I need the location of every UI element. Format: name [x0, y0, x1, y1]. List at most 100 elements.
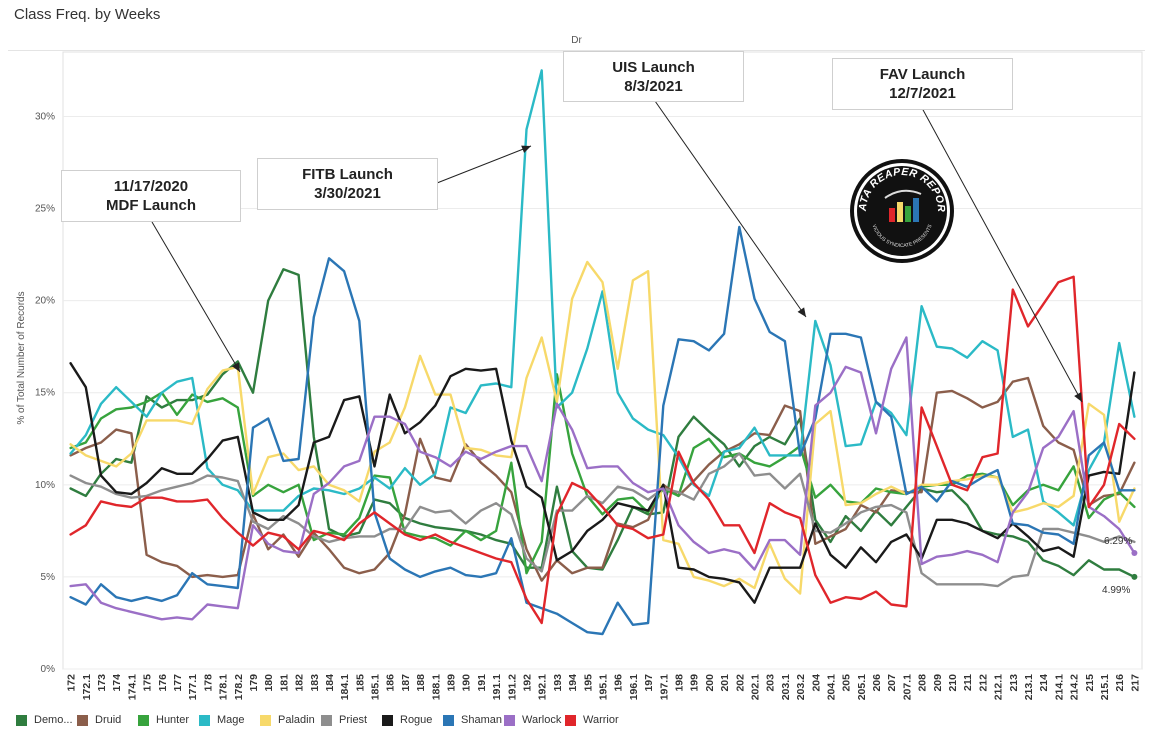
- legend-label: Mage: [217, 714, 245, 726]
- end-point-warlock: [1131, 549, 1138, 556]
- x-tick-label: 208: [917, 674, 929, 692]
- x-tick-label: 212: [977, 674, 989, 692]
- x-tick-label: 175: [142, 674, 154, 692]
- x-tick-label: 183: [309, 674, 321, 692]
- x-tick-label: 176: [157, 674, 169, 692]
- x-tick-label: 178.2: [233, 674, 245, 700]
- y-tick-label: 5%: [41, 572, 56, 583]
- x-tick-label: 199: [689, 674, 701, 692]
- x-tick-label: 180: [263, 674, 275, 692]
- x-tick-label: 195: [582, 674, 594, 692]
- annotation-mdf: 11/17/2020 MDF Launch: [61, 170, 241, 222]
- axis-layer: 0% 5% 10% 15% 20% 25% 30% 172 172.1 173 174 174.1 17…: [35, 111, 1141, 700]
- legend-item[interactable]: Rogue: [382, 711, 443, 729]
- legend-item[interactable]: Warlock: [504, 711, 565, 729]
- x-tick-label: 192.1: [537, 674, 549, 700]
- x-tick-label: 185.1: [370, 674, 382, 700]
- x-tick-label: 172: [66, 674, 78, 692]
- annotation-mdf-line2: MDF Launch: [106, 197, 196, 214]
- legend-swatch: [382, 714, 393, 726]
- x-tick-label: 209: [932, 674, 944, 692]
- arrow-head: [521, 145, 531, 154]
- legend-swatch: [138, 714, 149, 726]
- annotation-arrow: [436, 145, 532, 184]
- annotation-arrow: [151, 221, 241, 373]
- legend-item[interactable]: Priest: [321, 711, 382, 729]
- x-tick-label: 206: [871, 674, 883, 692]
- logo-bars-icon: [884, 189, 922, 222]
- x-tick-label: 197: [643, 674, 655, 692]
- x-tick-label: 203.2: [795, 674, 807, 700]
- x-tick-label: 191.2: [506, 674, 518, 700]
- x-tick-label: 177: [172, 674, 184, 692]
- annotation-arrow: [654, 100, 807, 318]
- x-tick-label: 181: [278, 674, 290, 692]
- series-line-paladin: [69, 260, 1136, 595]
- arrow-head: [1074, 392, 1082, 402]
- series-line-priest: [69, 452, 1136, 588]
- annotation-fav-line2: 12/7/2021: [889, 85, 956, 102]
- x-tick-label: 203.1: [780, 674, 792, 700]
- legend-item[interactable]: Druid: [77, 711, 138, 729]
- series-line-shaman: [69, 225, 1136, 636]
- y-tick-label: 20%: [35, 296, 55, 307]
- legend-label: Rogue: [400, 714, 433, 726]
- x-tick-label: 214: [1038, 674, 1050, 692]
- x-tick-label: 190: [461, 674, 473, 692]
- series-layer: [69, 69, 1138, 636]
- legend-item[interactable]: Shaman: [443, 711, 504, 729]
- legend-label: Warrior: [583, 714, 619, 726]
- legend-item[interactable]: Hunter: [138, 711, 199, 729]
- y-tick-label: 30%: [35, 111, 55, 122]
- x-tick-label: 191.1: [491, 674, 503, 700]
- legend-item[interactable]: Paladin: [260, 711, 321, 729]
- legend-item[interactable]: Mage: [199, 711, 260, 729]
- x-tick-label: 204: [810, 674, 822, 692]
- x-tick-label: 215: [1084, 674, 1096, 692]
- annotation-uis-line2: 8/3/2021: [624, 77, 683, 95]
- x-tick-label: 213: [1008, 674, 1020, 692]
- end-label-demo: 4.99%: [1102, 585, 1130, 596]
- x-tick-label: 182: [294, 674, 306, 692]
- x-tick-label: 207: [886, 674, 898, 692]
- x-tick-label: 205.1: [856, 674, 868, 700]
- legend-swatch: [77, 714, 88, 726]
- legend: Demo... Druid Hunter Mage Paladin Priest Rogue…: [16, 711, 626, 729]
- arrow-head: [231, 362, 240, 372]
- x-tick-label: 214.2: [1069, 674, 1081, 700]
- x-tick-label: 186: [385, 674, 397, 692]
- x-tick-label: 178.1: [218, 674, 230, 700]
- legend-item[interactable]: Demo...: [16, 711, 77, 729]
- legend-label: Hunter: [156, 714, 190, 726]
- series-line-demo: [69, 268, 1136, 579]
- chart-title: Class Freq. by Weeks: [14, 6, 161, 23]
- legend-label: Shaman: [461, 714, 502, 726]
- end-point-demo: [1131, 573, 1138, 580]
- x-tick-label: 196.1: [628, 674, 640, 700]
- x-tick-label: 184.1: [339, 674, 351, 700]
- x-tick-label: 173: [96, 674, 108, 692]
- annotation-fitb-line2: 3/30/2021: [314, 185, 381, 202]
- legend-swatch: [260, 714, 271, 726]
- arrow-layer: [151, 100, 1083, 403]
- legend-label: Paladin: [278, 714, 315, 726]
- x-tick-label: 212.1: [993, 674, 1005, 700]
- legend-item[interactable]: Warrior: [565, 711, 626, 729]
- legend-swatch: [321, 714, 332, 726]
- x-tick-label: 193: [552, 674, 564, 692]
- legend-swatch: [504, 714, 515, 726]
- x-tick-label: 202.1: [749, 674, 761, 700]
- legend-swatch: [565, 714, 576, 726]
- arrow-head: [797, 307, 806, 317]
- pane-header: Dr: [8, 32, 1145, 51]
- x-tick-label: 184: [324, 674, 336, 692]
- y-axis-label: % of Total Number of Records: [16, 291, 27, 424]
- annotation-fitb-line1: FITB Launch: [302, 166, 393, 183]
- x-tick-label: 196: [613, 674, 625, 692]
- end-label-warlock: 6.29%: [1104, 536, 1132, 547]
- annotation-fav-line1: FAV Launch: [879, 66, 966, 83]
- series-line-mage: [69, 69, 1136, 527]
- x-tick-label: 179: [248, 674, 260, 692]
- x-tick-label: 174.1: [126, 674, 138, 700]
- annotation-arrow: [921, 107, 1083, 403]
